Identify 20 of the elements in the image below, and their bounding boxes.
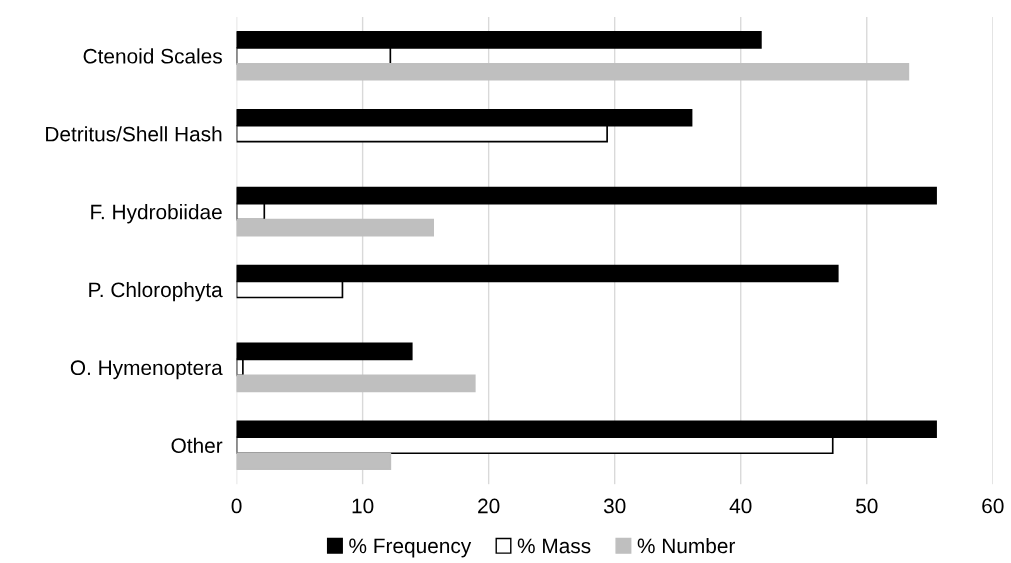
x-tick-label: 50 — [856, 498, 878, 514]
y-tick-label: Other — [171, 437, 223, 453]
x-tick-label: 40 — [729, 498, 752, 514]
x-tick-label: 60 — [982, 498, 1004, 514]
legend-label: % Frequency — [349, 538, 472, 558]
legend-label: % Number — [637, 537, 736, 554]
y-tick-label: Detritus/Shell Hash — [46, 126, 222, 142]
bar — [236, 218, 435, 237]
x-tick-label: 10 — [352, 498, 374, 514]
y-tick-label: Ctenoid Scales — [83, 48, 222, 64]
legend-label: % Mass — [517, 538, 591, 554]
y-tick-label: P. Chlorophyta — [89, 281, 223, 302]
x-tick-label: 30 — [603, 498, 626, 514]
bar — [236, 374, 476, 393]
x-tick-label: 20 — [478, 498, 500, 514]
bar — [236, 452, 392, 471]
y-tick-label: F. Hydrobiidae — [91, 204, 222, 224]
y-tick-label: O. Hymenoptera — [70, 360, 223, 380]
x-tick-label: 0 — [231, 498, 242, 514]
bar — [236, 62, 910, 81]
